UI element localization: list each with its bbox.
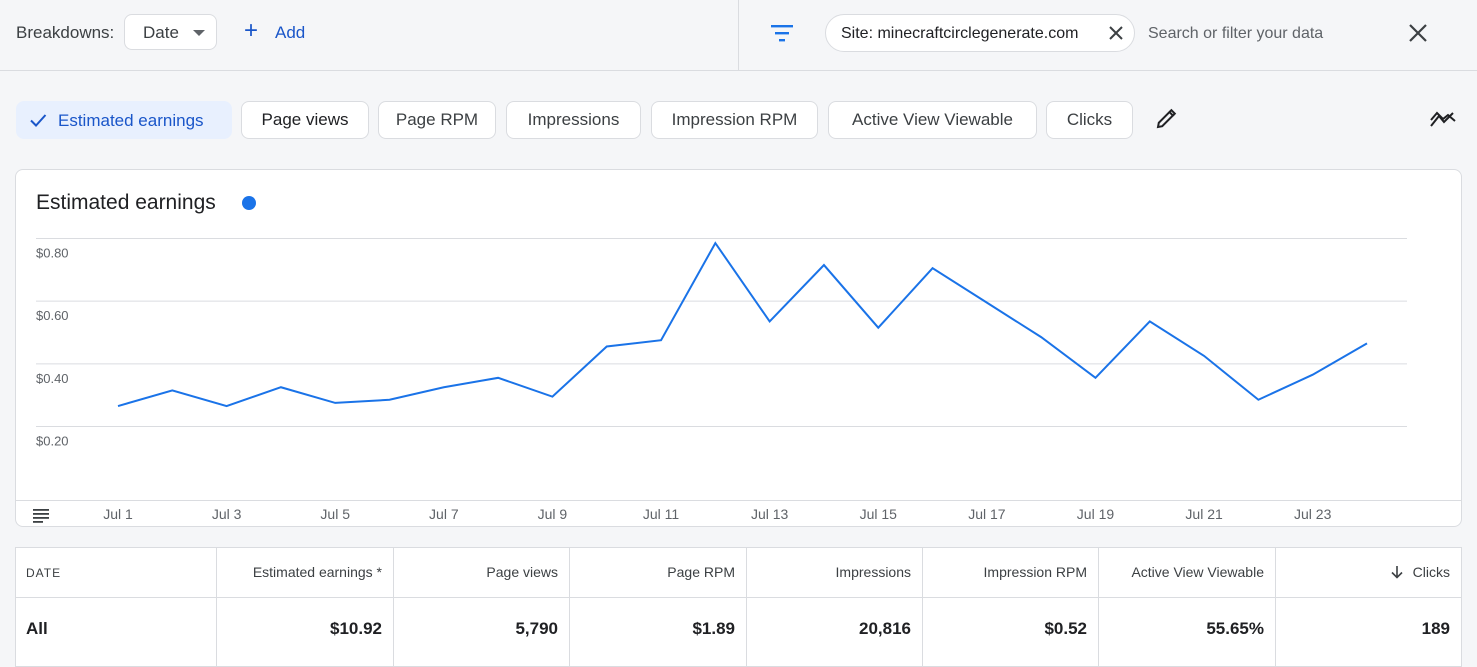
total-clicks: 189 [1421, 619, 1450, 638]
column-header-impressions[interactable]: Impressions [747, 548, 923, 598]
chip-label: Impression RPM [671, 110, 798, 129]
data-point[interactable] [222, 401, 232, 411]
total-page-rpm: $1.89 [570, 598, 747, 666]
data-point[interactable] [710, 238, 720, 248]
total-page-views: 5,790 [394, 598, 570, 666]
report-table: DATE Estimated earnings * Page views Pag… [15, 547, 1462, 667]
x-tick-label: Jul 15 [860, 506, 898, 522]
column-header-estimated-earnings[interactable]: Estimated earnings * [217, 548, 394, 598]
data-point[interactable] [819, 260, 829, 270]
earnings-chart-card: Estimated earnings $0.80 $0.60 $0.40 $0.20 J… [15, 169, 1462, 527]
top-toolbar: Breakdowns: Date + Add Site: minecraftci… [0, 0, 1477, 71]
metric-chip-page-views[interactable]: Page views [241, 101, 369, 139]
data-point[interactable] [113, 401, 123, 411]
metric-chip-estimated-earnings[interactable]: Estimated earnings [16, 101, 232, 139]
metric-chip-impressions[interactable]: Impressions [506, 101, 641, 139]
data-point[interactable] [873, 323, 883, 333]
toolbar-divider [738, 0, 739, 70]
add-label: Add [275, 23, 306, 42]
data-point[interactable] [928, 263, 938, 273]
data-point[interactable] [1362, 338, 1372, 348]
total-row-label: All [16, 598, 217, 666]
y-tick-label: $0.80 [36, 246, 69, 261]
data-point[interactable] [385, 395, 395, 405]
breakdowns-label: Breakdowns: [16, 23, 115, 42]
data-point[interactable] [765, 316, 775, 326]
column-header-page-rpm[interactable]: Page RPM [570, 548, 747, 598]
column-header-active-view-viewable[interactable]: Active View Viewable [1099, 548, 1276, 598]
chart-title: Estimated earnings [36, 191, 216, 214]
total-impressions: 20,816 [747, 598, 923, 666]
site-filter-chip[interactable]: Site: minecraftcirclegenerate.com [825, 14, 1135, 52]
breakdown-date-dropdown[interactable]: Date [124, 14, 217, 50]
legend-menu-icon[interactable] [32, 507, 50, 523]
data-point[interactable] [1199, 351, 1209, 361]
metric-chip-page-rpm[interactable]: Page RPM [378, 101, 496, 139]
earnings-line-chart: $0.80 $0.60 $0.40 $0.20 Jul 1 Jul 3 Jul 5 Jul 7… [36, 238, 1407, 522]
series-line[interactable] [117, 241, 1368, 408]
total-active-view-viewable: 55.65% [1099, 598, 1276, 666]
x-tick-label: Jul 1 [103, 506, 133, 522]
chart-axis-divider [16, 500, 1461, 501]
chip-label: Clicks [1066, 110, 1113, 129]
total-impression-rpm: $0.52 [923, 598, 1099, 666]
column-header-impression-rpm[interactable]: Impression RPM [923, 548, 1099, 598]
x-tick-label: Jul 23 [1294, 506, 1332, 522]
chip-label: Estimated earnings [58, 111, 204, 130]
metric-chip-impression-rpm[interactable]: Impression RPM [651, 101, 818, 139]
y-tick-label: $0.20 [36, 434, 69, 449]
x-tick-label: Jul 13 [751, 506, 789, 522]
chip-label: Active View Viewable [852, 110, 1013, 129]
search-filter-input[interactable] [1148, 22, 1388, 46]
dropdown-caret-icon [193, 30, 205, 36]
data-point[interactable] [1036, 332, 1046, 342]
x-tick-label: Jul 21 [1185, 506, 1223, 522]
close-icon[interactable] [1408, 23, 1428, 43]
data-point[interactable] [330, 398, 340, 408]
metric-chip-active-view-viewable[interactable]: Active View Viewable [828, 101, 1037, 139]
series-color-dot [242, 196, 256, 210]
remove-filter-icon[interactable] [1108, 24, 1124, 42]
x-tick-label: Jul 17 [968, 506, 1006, 522]
site-filter-label: Site: minecraftcirclegenerate.com [841, 25, 1079, 42]
x-tick-label: Jul 3 [212, 506, 242, 522]
x-tick-label: Jul 7 [429, 506, 459, 522]
y-tick-label: $0.60 [36, 308, 69, 323]
date-dropdown-value: Date [143, 23, 179, 42]
data-point[interactable] [493, 373, 503, 383]
x-tick-label: Jul 11 [643, 506, 680, 522]
x-tick-label: Jul 19 [1077, 506, 1115, 522]
data-point[interactable] [276, 382, 286, 392]
chip-label: Impressions [527, 110, 620, 129]
trend-compare-icon[interactable] [1430, 108, 1456, 130]
column-header-page-views[interactable]: Page views [394, 548, 570, 598]
x-tick-label: Jul 5 [320, 506, 350, 522]
data-point[interactable] [1253, 395, 1263, 405]
plus-icon: + [244, 17, 259, 44]
chip-label: Page views [261, 110, 349, 129]
data-point[interactable] [1145, 316, 1155, 326]
chip-label: Page RPM [395, 110, 479, 129]
data-point[interactable] [547, 392, 557, 402]
filter-icon[interactable] [770, 22, 794, 44]
total-estimated-earnings: $10.92 [217, 598, 394, 666]
check-icon [30, 114, 47, 127]
sort-descending-icon [1391, 566, 1403, 579]
edit-metrics-pencil-icon[interactable] [1154, 107, 1178, 131]
data-point[interactable] [167, 385, 177, 395]
x-tick-label: Jul 9 [538, 506, 568, 522]
data-point[interactable] [656, 335, 666, 345]
data-point[interactable] [1308, 370, 1318, 380]
column-header-clicks[interactable]: Clicks [1276, 548, 1461, 598]
data-point[interactable] [439, 382, 449, 392]
data-point[interactable] [1090, 373, 1100, 383]
column-header-date[interactable]: DATE [16, 548, 217, 598]
y-tick-label: $0.40 [36, 371, 69, 386]
metric-chip-clicks[interactable]: Clicks [1046, 101, 1133, 139]
data-point[interactable] [982, 298, 992, 308]
data-point[interactable] [602, 342, 612, 352]
